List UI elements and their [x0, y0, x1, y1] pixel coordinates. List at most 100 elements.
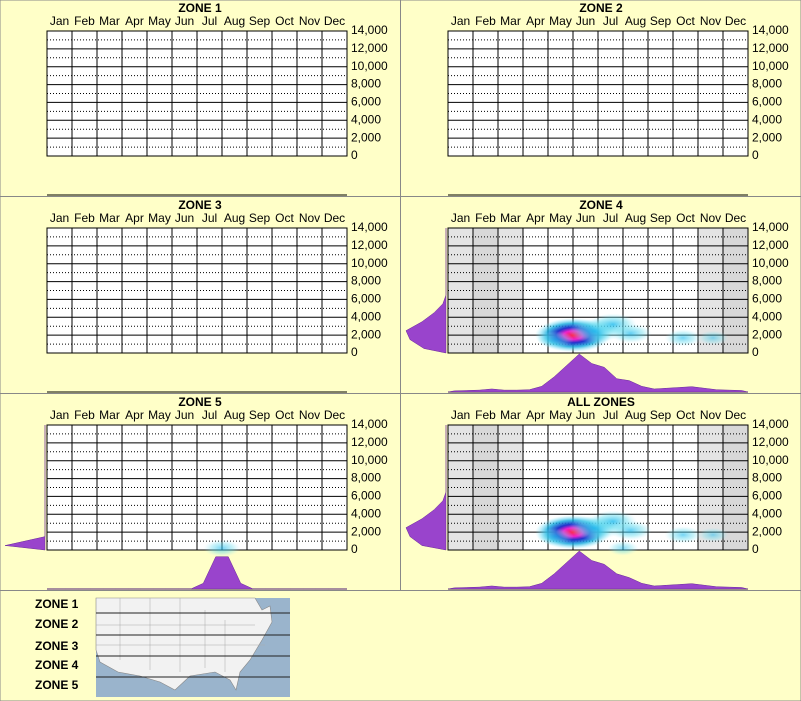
y-tick-label: 0	[351, 148, 358, 162]
month-label: Sep	[249, 14, 271, 28]
month-label: Feb	[475, 408, 496, 422]
no-data-shade	[498, 228, 523, 353]
month-label: Jan	[50, 14, 69, 28]
y-tick-label: 6,000	[752, 292, 782, 306]
month-label: May	[549, 211, 572, 225]
y-tick-label: 2,000	[752, 327, 782, 341]
plot-frame	[46, 424, 348, 551]
density-spot	[537, 528, 574, 546]
month-label: Sep	[650, 211, 672, 225]
month-label: May	[148, 14, 171, 28]
y-tick-label: 0	[351, 542, 358, 556]
month-label: Jun	[175, 408, 194, 422]
plot-frame	[447, 424, 749, 551]
month-label: Nov	[700, 14, 721, 28]
y-tick-label: 12,000	[752, 238, 789, 252]
y-tick-label: 12,000	[351, 435, 388, 449]
y-tick-label: 4,000	[752, 309, 782, 323]
zone-label: ZONE 1	[35, 597, 79, 611]
plot-frame	[46, 227, 348, 354]
month-label: Mar	[500, 408, 521, 422]
month-label: Sep	[249, 211, 271, 225]
density-spot	[664, 329, 702, 347]
y-tick-label: 10,000	[752, 59, 789, 73]
month-label: Jan	[50, 211, 69, 225]
y-tick-label: 4,000	[351, 506, 381, 520]
month-label: Apr	[526, 14, 545, 28]
y-tick-label: 4,000	[351, 112, 381, 126]
month-label: Oct	[676, 211, 695, 225]
chart-title: ZONE 3	[178, 198, 222, 212]
y-tick-label: 10,000	[351, 453, 388, 467]
month-label: Jun	[175, 14, 194, 28]
month-label: Jul	[603, 408, 618, 422]
y-tick-label: 8,000	[752, 471, 782, 485]
month-label: Feb	[74, 408, 95, 422]
month-label: Apr	[526, 408, 545, 422]
month-label: Feb	[475, 211, 496, 225]
elevation-density	[4, 425, 46, 551]
no-data-shade	[473, 228, 498, 353]
month-label: Jan	[451, 408, 470, 422]
month-label: Feb	[74, 211, 95, 225]
y-tick-label: 12,000	[752, 435, 789, 449]
zone-label: ZONE 4	[35, 658, 79, 672]
month-label: Sep	[650, 408, 672, 422]
y-tick-label: 6,000	[351, 292, 381, 306]
month-label: Aug	[625, 408, 646, 422]
y-tick-label: 4,000	[351, 309, 381, 323]
y-tick-label: 14,000	[752, 417, 789, 431]
density-spot	[607, 540, 639, 556]
y-tick-label: 2,000	[351, 327, 381, 341]
y-tick-label: 14,000	[351, 417, 388, 431]
month-label: May	[549, 14, 572, 28]
month-label: Nov	[299, 14, 320, 28]
month-label: Jun	[576, 14, 595, 28]
chart-title: ZONE 2	[579, 1, 623, 15]
zone-label: ZONE 2	[35, 617, 79, 631]
y-tick-label: 6,000	[752, 489, 782, 503]
y-tick-label: 2,000	[351, 524, 381, 538]
month-label: May	[549, 408, 572, 422]
month-label: Aug	[625, 14, 646, 28]
y-tick-label: 10,000	[752, 453, 789, 467]
month-label: Mar	[99, 211, 120, 225]
density-spot	[697, 330, 729, 346]
month-label: Apr	[125, 211, 144, 225]
no-data-shade	[473, 425, 498, 550]
month-label: Mar	[99, 408, 120, 422]
y-tick-label: 4,000	[752, 112, 782, 126]
month-label: Jul	[202, 408, 217, 422]
elevation-density	[405, 425, 447, 551]
y-tick-label: 8,000	[752, 274, 782, 288]
month-label: Jul	[603, 14, 618, 28]
month-label: Feb	[74, 14, 95, 28]
y-tick-label: 8,000	[351, 471, 381, 485]
y-tick-label: 10,000	[351, 59, 388, 73]
chart-title: ZONE 1	[178, 1, 222, 15]
month-label: Oct	[676, 408, 695, 422]
month-label: Jul	[202, 211, 217, 225]
month-label: May	[148, 408, 171, 422]
y-tick-label: 12,000	[351, 238, 388, 252]
y-tick-label: 0	[752, 345, 759, 359]
month-label: Jun	[576, 408, 595, 422]
density-spot	[697, 527, 729, 543]
month-label: Jan	[50, 408, 69, 422]
month-label: Dec	[324, 211, 345, 225]
no-data-shade	[498, 425, 523, 550]
month-density	[47, 556, 347, 590]
y-tick-label: 6,000	[351, 95, 381, 109]
density-spot	[203, 539, 241, 557]
month-label: Sep	[650, 14, 672, 28]
no-data-shade	[723, 425, 748, 550]
month-label: Jun	[175, 211, 194, 225]
plot-frame	[447, 227, 749, 354]
month-label: Dec	[725, 408, 746, 422]
month-label: Apr	[125, 14, 144, 28]
month-label: Nov	[700, 408, 721, 422]
month-label: Jul	[202, 14, 217, 28]
y-tick-label: 4,000	[752, 506, 782, 520]
month-label: Oct	[275, 14, 294, 28]
